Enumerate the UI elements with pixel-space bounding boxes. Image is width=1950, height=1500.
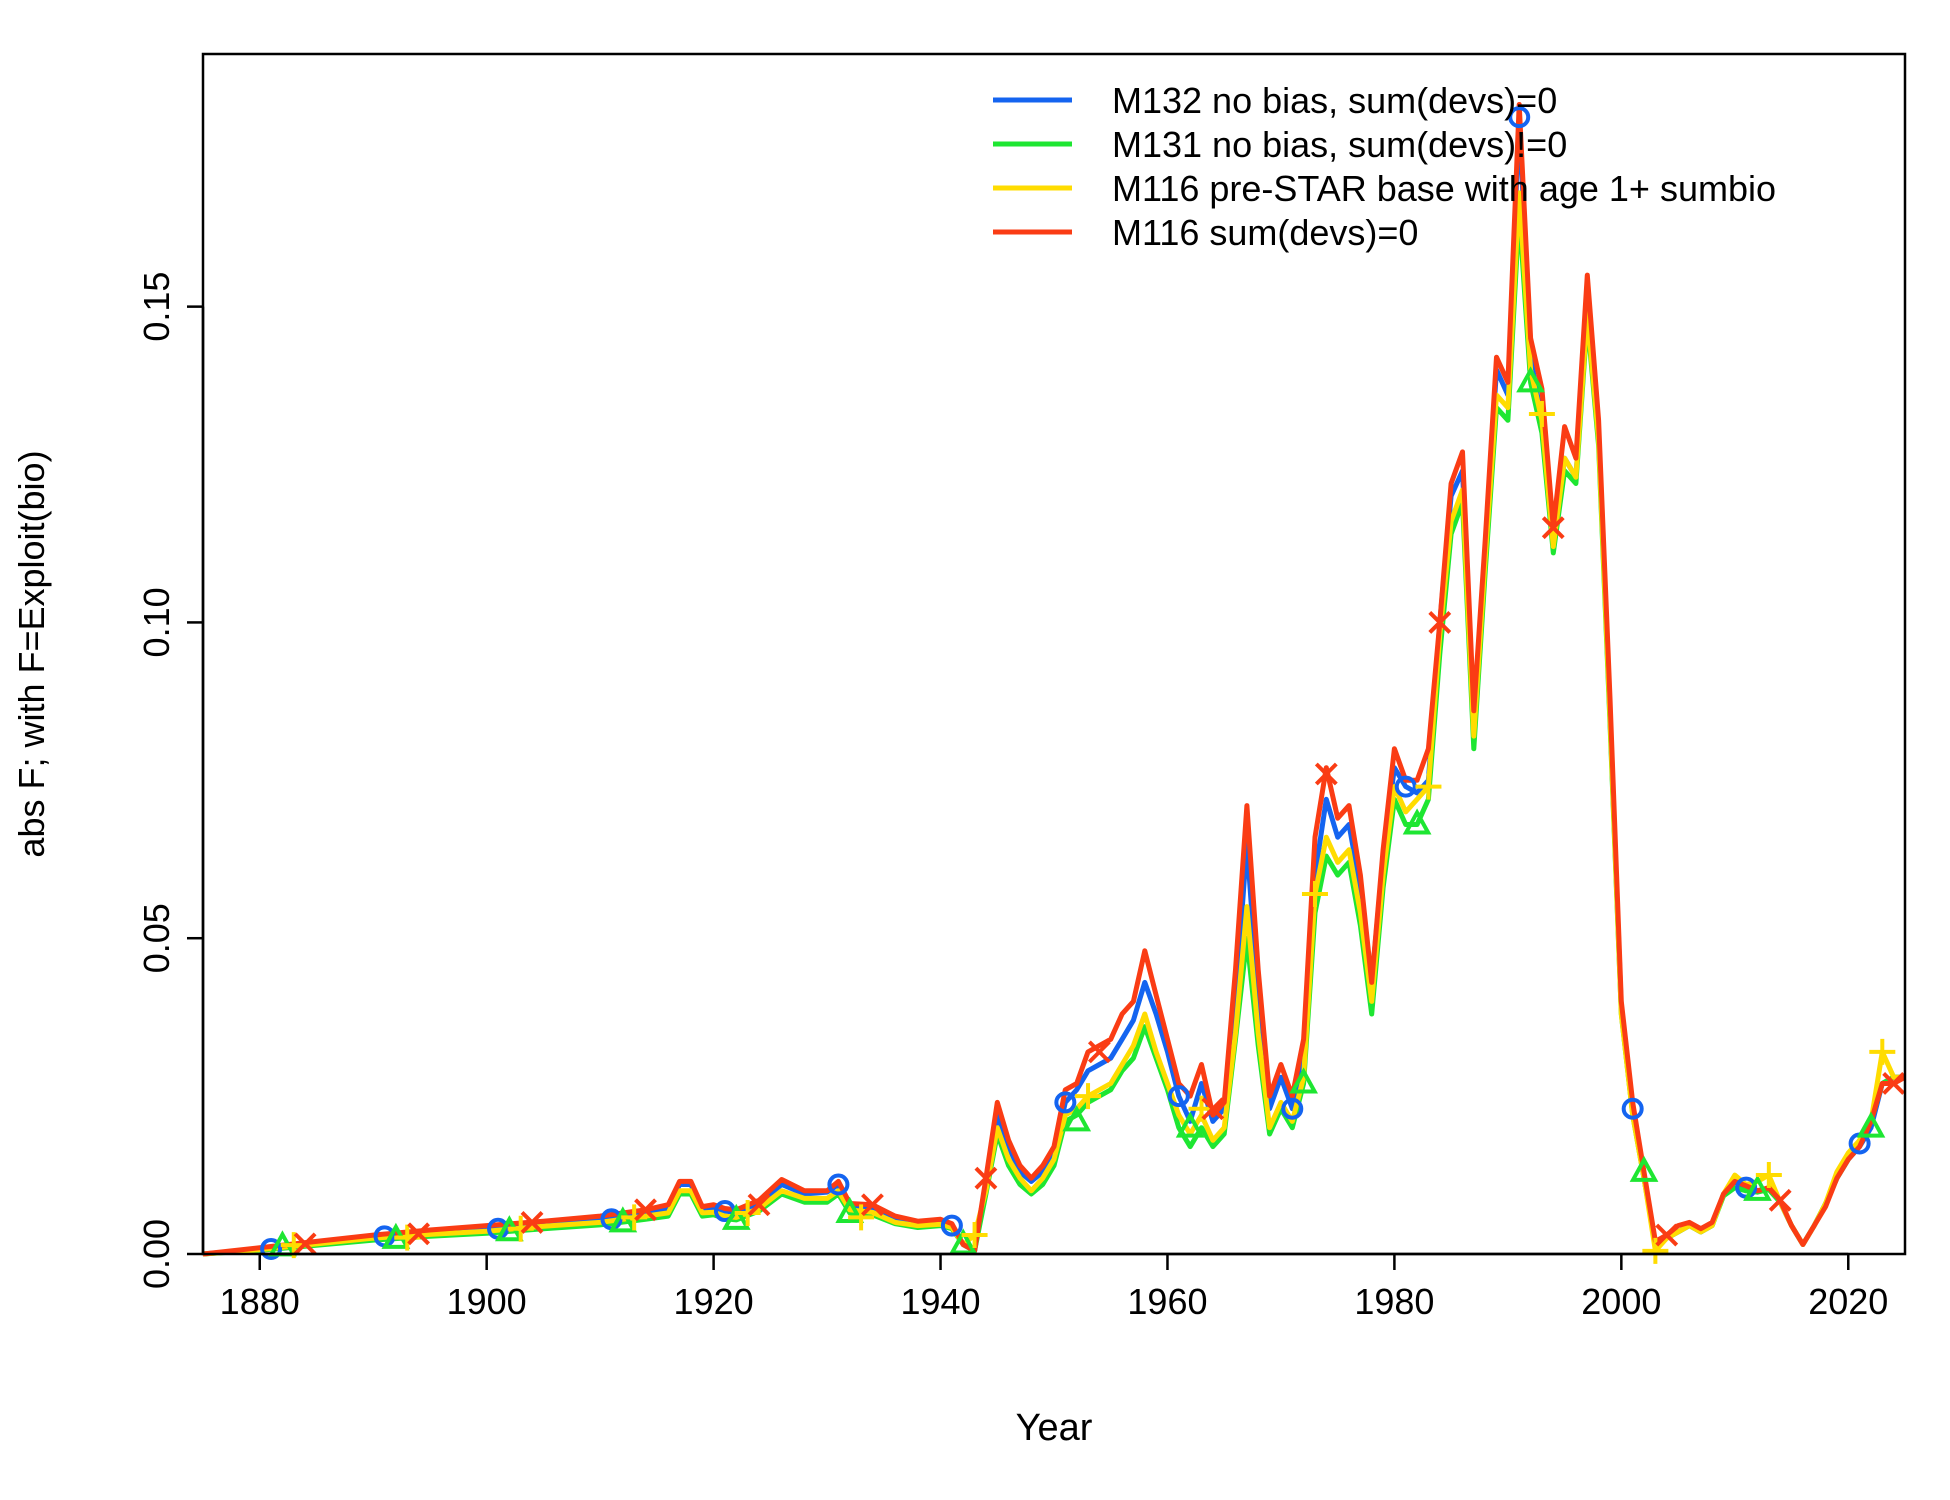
x-axis: 1880 1900 1920 1940 1960 1980 2000 2020 [220, 1252, 1888, 1322]
marker-circle [1054, 1091, 1077, 1114]
marker-x [747, 1193, 771, 1217]
legend-label-0: M132 no bias, sum(devs)=0 [1112, 80, 1557, 121]
marker-x [1655, 1223, 1679, 1247]
marker-triangle [721, 1203, 751, 1230]
series-layer [202, 102, 1907, 1257]
y-tick-label: 0.00 [136, 1219, 177, 1289]
legend-label-3: M116 sum(devs)=0 [1112, 212, 1418, 253]
marker-triangle [1402, 808, 1432, 835]
marker-plus [507, 1215, 534, 1242]
marker-x [1428, 611, 1452, 634]
y-axis: 0.00 0.05 0.10 0.15 [136, 272, 205, 1289]
marker-plus [1301, 881, 1328, 907]
marker-triangle [608, 1206, 638, 1233]
marker-x [1882, 1072, 1906, 1095]
x-tick-label: 1940 [900, 1281, 980, 1322]
marker-plus [734, 1199, 761, 1226]
marker-x [1541, 516, 1565, 540]
marker-triangle [1175, 1111, 1205, 1138]
x-tick-label: 2020 [1808, 1281, 1888, 1322]
marker-plus [1528, 401, 1555, 427]
marker-plus [848, 1204, 875, 1231]
y-axis-label: abs F; with F=Exploit(bio) [11, 450, 52, 857]
marker-triangle [948, 1228, 978, 1255]
marker-x [407, 1222, 431, 1246]
x-tick-label: 1960 [1127, 1281, 1207, 1322]
marker-circle [1621, 1097, 1644, 1120]
marker-circle [1281, 1097, 1304, 1120]
marker-x [634, 1198, 657, 1222]
marker-plus [1755, 1162, 1782, 1189]
y-tick-label: 0.10 [136, 587, 177, 657]
marker-x [1314, 762, 1338, 786]
marker-plus [1642, 1237, 1669, 1264]
marker-x [1201, 1097, 1225, 1121]
marker-triangle [1062, 1105, 1092, 1132]
marker-x [293, 1232, 317, 1256]
marker-plus [961, 1222, 988, 1249]
marker-triangle [1743, 1174, 1772, 1201]
marker-x [1768, 1188, 1792, 1212]
marker-triangle [1629, 1155, 1659, 1182]
x-tick-label: 2000 [1581, 1281, 1661, 1322]
marker-triangle [1516, 366, 1545, 393]
series-line-2 [202, 190, 1905, 1257]
series-line-3 [202, 102, 1907, 1257]
marker-x [861, 1193, 884, 1217]
legend-label-2: M116 pre-STAR base with age 1+ sumbio [1112, 168, 1776, 209]
marker-plus [1869, 1038, 1896, 1065]
x-axis-label: Year [1016, 1407, 1093, 1449]
marker-x [520, 1211, 544, 1234]
marker-circle [1167, 1085, 1190, 1108]
marker-x [1087, 1040, 1111, 1064]
marker-circle [827, 1173, 850, 1196]
x-tick-label: 1980 [1354, 1281, 1434, 1322]
x-tick-label: 1900 [447, 1281, 527, 1322]
marker-circle [940, 1214, 963, 1237]
y-tick-label: 0.05 [136, 903, 177, 973]
marker-triangle [1289, 1067, 1319, 1094]
marker-circle [1508, 106, 1531, 129]
marker-triangle [835, 1196, 865, 1223]
legend-label-1: M131 no bias, sum(devs)!=0 [1112, 124, 1567, 165]
x-tick-label: 1920 [674, 1281, 754, 1322]
marker-plus [1415, 773, 1442, 800]
y-tick-label: 0.15 [136, 272, 177, 342]
marker-circle [260, 1237, 283, 1260]
x-tick-label: 1880 [220, 1281, 300, 1322]
marker-x [974, 1166, 998, 1190]
marker-plus [1075, 1083, 1102, 1110]
marker-circle [1394, 775, 1417, 798]
marker-triangle [1856, 1111, 1886, 1138]
marker-plus [621, 1204, 648, 1231]
